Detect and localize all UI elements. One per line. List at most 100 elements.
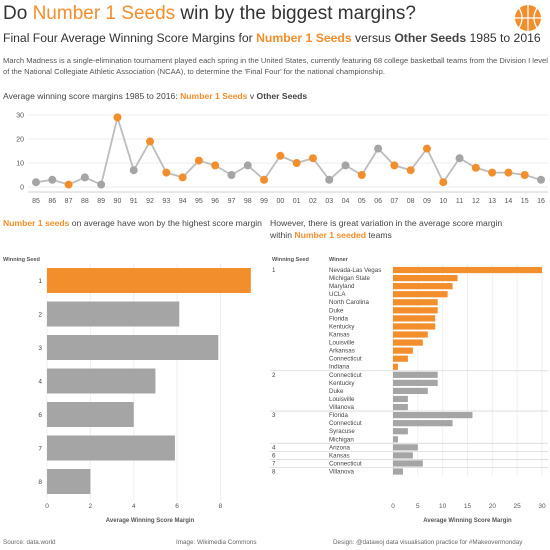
x-axis-title: Average Winning Score Margin [423,518,512,524]
x-tick-label: 92 [146,198,154,205]
team-label: UCLA [329,291,346,298]
x-tick-label: 14 [505,198,513,205]
bar [393,274,458,282]
footer-design-credit: Design: @datawoj data visualisation prac… [333,539,523,546]
bar [393,468,403,475]
y-tick-label: 1 [38,278,42,285]
team-label: Michigan [329,436,354,443]
bar [393,355,408,362]
right-heading-within: within [270,230,295,240]
x-tick-label: 95 [195,198,203,205]
data-point [64,180,73,189]
x-tick-label: 10 [439,503,447,510]
x-tick-label: 15 [521,198,529,205]
x-tick-label: 99 [260,198,268,205]
x-tick-label: 15 [464,503,472,510]
data-point [390,161,399,170]
team-label: Kentucky [329,323,355,330]
data-point [292,159,301,167]
team-label: Duke [329,307,344,314]
x-tick-label: 09 [423,198,431,205]
data-point [308,154,317,163]
data-point [129,166,138,175]
bar [47,435,175,461]
x-tick-label: 10 [439,198,447,205]
team-label: Connecticut [329,460,362,467]
data-point [439,178,448,187]
left-heading-highlight: Number 1 seeds [3,218,70,228]
x-axis-title: Average Winning Score Margin [106,518,195,524]
x-tick-label: 02 [309,198,317,205]
x-tick-label: 30 [538,503,546,510]
seed-label: 6 [272,452,276,459]
team-label: Michigan State [329,275,370,282]
x-tick-label: 04 [342,198,350,205]
seed-label: 7 [272,460,276,467]
x-tick-label: 2 [89,503,93,510]
y-tick-label: 2 [38,312,42,319]
team-label: Villanova [329,404,355,411]
team-label: Arkansas [329,348,355,355]
data-point [227,171,236,179]
seed-bar-chart: 0 2 4 6 8 1 2 3 4 6 7 8 Average Winning Score Margin [38,264,251,524]
x-tick-label: 96 [211,198,219,205]
data-point [422,144,431,153]
data-point [276,151,285,160]
team-label: Kansas [329,331,350,338]
line-heading-highlight: Number 1 Seeds [180,91,248,101]
data-point [374,144,383,153]
title-prefix: Do [3,3,33,24]
x-tick-label: 07 [390,198,398,205]
x-tick-label: 20 [489,503,497,510]
right-heading-line2: within Number 1 seeded teams [270,229,545,241]
y-tick-label: 8 [38,479,42,486]
data-point [406,166,415,175]
data-point [537,175,545,184]
data-point [146,137,155,146]
line-heading-bold: Other Seeds [256,91,308,101]
bar [393,339,423,346]
bar [393,395,408,403]
x-tick-label: 11 [456,198,463,205]
data-point [243,161,252,170]
x-tick-label: 85 [32,198,40,205]
data-point [520,171,529,179]
bar [393,331,428,338]
x-tick-label: 0 [391,503,395,510]
team-label: Maryland [329,283,355,290]
team-label: Louisville [329,340,355,347]
line-heading-mid: v [247,91,257,101]
team-label: North Carolina [329,299,369,306]
left-axis-title: Winning Seed [3,257,40,263]
bar [393,403,408,411]
bar [393,412,473,419]
x-tick-label: 5 [416,503,420,510]
bar [393,460,423,467]
x-tick-label: 89 [97,198,105,205]
bar [393,283,453,290]
bar [393,291,448,298]
right-chart-heading: However, there is great variation in the… [270,217,545,241]
team-label: Villanova [329,469,355,476]
data-point [357,171,366,179]
x-tick-label: 94 [179,198,187,205]
data-point [471,163,480,172]
data-point [455,154,464,163]
team-label: Louisville [329,396,355,403]
bar [393,379,438,386]
team-label: Indiana [329,364,350,371]
x-tick-label: 00 [276,198,284,205]
x-tick-label: 6 [175,503,179,510]
page-title: Do Number 1 Seeds win by the biggest mar… [3,3,416,25]
data-point [97,180,106,189]
bar [393,387,428,395]
data-point [80,173,89,182]
team-label: Florida [329,315,348,322]
subtitle-prefix: Final Four Average Winning Score Margins… [3,31,257,45]
subtitle-suffix: 1985 to 2016 [466,31,541,45]
bar [393,452,413,459]
intro-paragraph: March Madness is a single-elimination to… [3,56,548,76]
x-tick-label: 4 [132,503,136,510]
x-tick-label: 88 [81,198,89,205]
